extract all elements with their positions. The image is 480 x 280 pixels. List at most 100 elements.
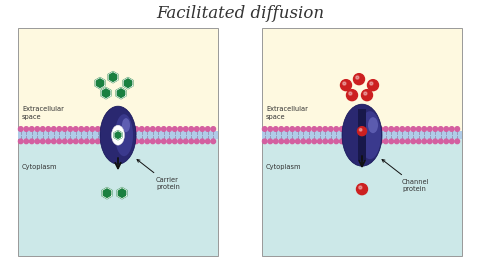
Circle shape <box>40 127 45 131</box>
Circle shape <box>200 139 204 144</box>
Circle shape <box>73 139 78 144</box>
Circle shape <box>172 139 177 144</box>
Circle shape <box>96 127 100 131</box>
Circle shape <box>323 139 327 144</box>
Circle shape <box>161 127 166 131</box>
Circle shape <box>211 139 216 144</box>
Circle shape <box>455 139 459 144</box>
Circle shape <box>395 127 399 131</box>
Circle shape <box>372 139 377 144</box>
Circle shape <box>274 139 278 144</box>
Circle shape <box>290 127 295 131</box>
Circle shape <box>444 127 448 131</box>
Circle shape <box>428 127 432 131</box>
Circle shape <box>123 127 128 131</box>
Circle shape <box>378 139 383 144</box>
Circle shape <box>340 80 351 91</box>
Circle shape <box>361 90 372 101</box>
Circle shape <box>183 139 188 144</box>
Circle shape <box>444 139 448 144</box>
Ellipse shape <box>111 125 124 145</box>
Circle shape <box>301 139 306 144</box>
Circle shape <box>79 139 84 144</box>
Circle shape <box>356 139 360 144</box>
Circle shape <box>356 127 360 131</box>
Circle shape <box>455 127 459 131</box>
Circle shape <box>317 139 322 144</box>
Circle shape <box>343 82 346 85</box>
Bar <box>18 28 218 135</box>
Circle shape <box>107 139 111 144</box>
Circle shape <box>372 127 377 131</box>
Circle shape <box>285 139 289 144</box>
Circle shape <box>150 127 155 131</box>
Circle shape <box>145 139 150 144</box>
Text: Cytoplasm: Cytoplasm <box>22 164 58 170</box>
Circle shape <box>361 127 366 131</box>
Bar <box>358 109 366 161</box>
Polygon shape <box>114 131 122 140</box>
Circle shape <box>417 127 421 131</box>
Circle shape <box>101 127 106 131</box>
Circle shape <box>350 139 355 144</box>
Circle shape <box>145 127 150 131</box>
Circle shape <box>263 139 267 144</box>
Circle shape <box>24 127 28 131</box>
Circle shape <box>334 127 338 131</box>
Circle shape <box>156 139 160 144</box>
Circle shape <box>306 139 311 144</box>
Circle shape <box>384 127 388 131</box>
Circle shape <box>46 139 50 144</box>
Polygon shape <box>108 72 118 83</box>
Circle shape <box>358 127 367 136</box>
Polygon shape <box>123 78 133 89</box>
Circle shape <box>18 139 23 144</box>
Circle shape <box>123 139 128 144</box>
Circle shape <box>296 127 300 131</box>
Circle shape <box>422 127 427 131</box>
Circle shape <box>178 139 182 144</box>
Circle shape <box>79 127 84 131</box>
Circle shape <box>194 139 199 144</box>
Circle shape <box>29 139 34 144</box>
Circle shape <box>433 139 438 144</box>
Circle shape <box>68 139 72 144</box>
Circle shape <box>411 139 416 144</box>
Circle shape <box>370 82 373 85</box>
Text: Carrier
protein: Carrier protein <box>137 160 180 190</box>
Circle shape <box>189 127 193 131</box>
Circle shape <box>417 139 421 144</box>
Circle shape <box>73 127 78 131</box>
Circle shape <box>411 127 416 131</box>
Polygon shape <box>116 88 126 99</box>
Circle shape <box>406 139 410 144</box>
Circle shape <box>389 127 394 131</box>
Ellipse shape <box>115 114 133 156</box>
Circle shape <box>167 127 171 131</box>
Circle shape <box>161 139 166 144</box>
Text: Channel
protein: Channel protein <box>382 160 430 192</box>
Circle shape <box>112 139 117 144</box>
Circle shape <box>389 139 394 144</box>
Circle shape <box>345 139 349 144</box>
Circle shape <box>334 139 338 144</box>
Circle shape <box>301 127 306 131</box>
Circle shape <box>296 139 300 144</box>
Circle shape <box>395 139 399 144</box>
Circle shape <box>438 127 443 131</box>
Circle shape <box>356 76 359 79</box>
Circle shape <box>285 127 289 131</box>
Polygon shape <box>117 188 127 199</box>
Circle shape <box>57 139 61 144</box>
Circle shape <box>205 127 210 131</box>
Circle shape <box>367 127 372 131</box>
Circle shape <box>189 139 193 144</box>
Circle shape <box>84 139 89 144</box>
Circle shape <box>433 127 438 131</box>
Circle shape <box>449 127 454 131</box>
Circle shape <box>422 139 427 144</box>
Circle shape <box>328 127 333 131</box>
Circle shape <box>349 92 352 95</box>
Circle shape <box>339 127 344 131</box>
Circle shape <box>406 127 410 131</box>
